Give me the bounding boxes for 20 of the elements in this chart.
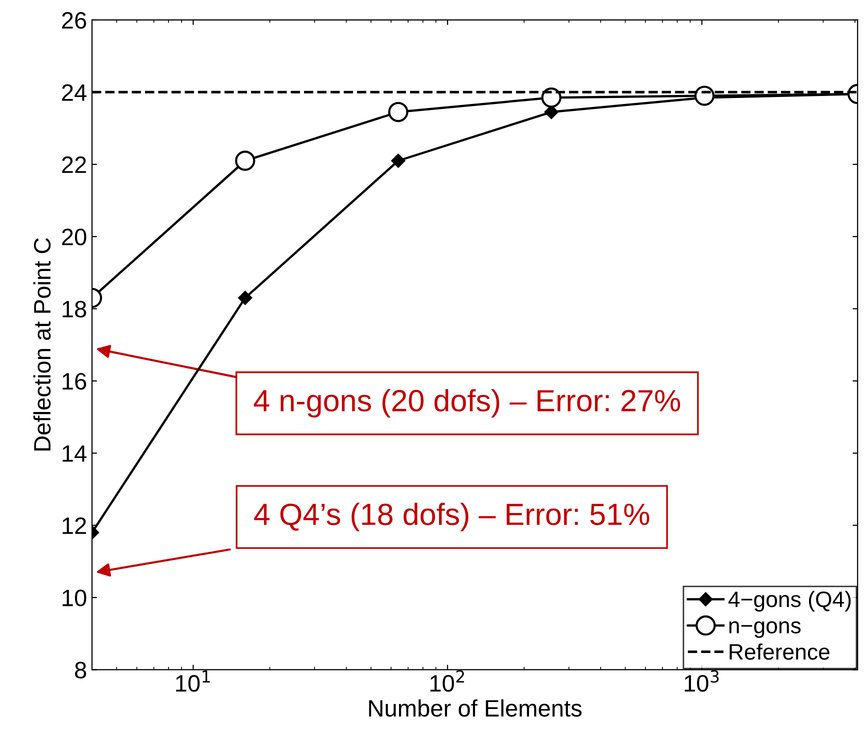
y-tick-label: 24 — [62, 84, 86, 101]
y-axis-title: Deflection at Point C — [33, 238, 51, 451]
legend-label: Reference — [730, 643, 830, 660]
annotation: 4 n-gons (20 dofs) – Error: 27% — [254, 389, 680, 418]
y-tick-label: 22 — [62, 156, 86, 173]
y-tick-label: 16 — [62, 373, 86, 390]
annotation: 4 Q4’s (18 dofs) – Error: 51% — [254, 502, 650, 532]
x-tick-label: 10$^{3}$ — [684, 670, 719, 692]
x-axis-title: Number of Elements — [369, 699, 582, 717]
legend-label: 4−gons (Q4) — [728, 590, 851, 612]
y-tick-label: 18 — [62, 300, 86, 318]
y-tick-label: 26 — [62, 12, 86, 29]
x-tick-label: 10$^{1}$ — [176, 670, 210, 692]
x-tick-label: 10$^{2}$ — [430, 670, 464, 692]
y-tick-label: 12 — [62, 517, 86, 534]
y-tick-label: 10 — [62, 590, 86, 606]
y-tick-label: 8 — [75, 662, 86, 678]
legend-label: n−gons — [729, 621, 801, 638]
y-tick-label: 20 — [62, 228, 86, 246]
y-tick-label: 14 — [62, 445, 86, 462]
